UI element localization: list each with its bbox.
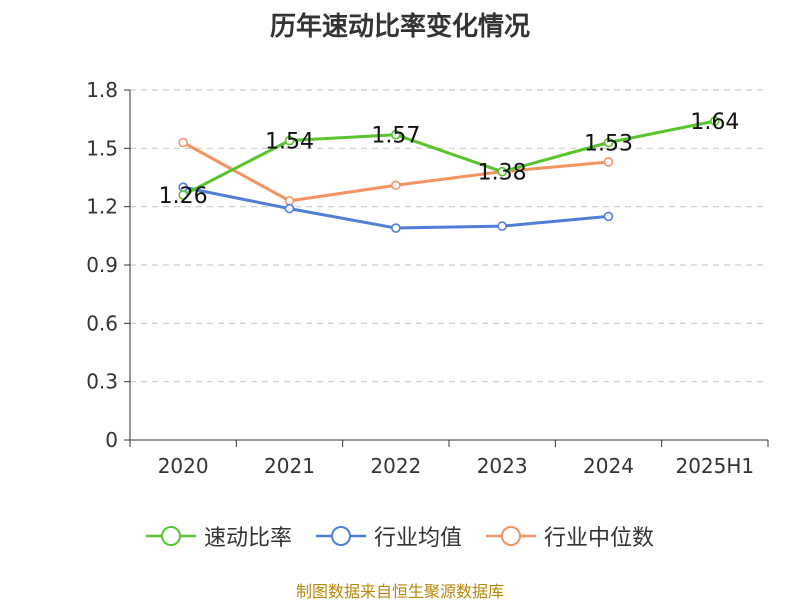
y-tick-label: 0.3 [86, 370, 118, 394]
data-label: 1.57 [371, 124, 420, 149]
legend-item-quick-ratio[interactable]: 速动比率 [145, 520, 292, 552]
legend-swatch-icon [145, 526, 196, 546]
y-tick-label: 0 [105, 428, 118, 452]
data-label: 1.54 [265, 130, 314, 155]
data-point [603, 137, 614, 148]
x-tick-label: 2020 [158, 454, 209, 478]
data-label: 1.38 [478, 161, 527, 186]
x-tick-label: 2024 [583, 454, 634, 478]
data-point [391, 223, 401, 233]
data-point [497, 221, 507, 231]
legend: 速动比率 行业均值 行业中位数 [0, 520, 800, 552]
series-line [182, 119, 716, 197]
data-point [284, 135, 295, 146]
data-point [391, 180, 401, 191]
series-line [182, 185, 609, 230]
x-tick-label: 2021 [264, 454, 315, 478]
legend-swatch-quick-ratio [145, 524, 196, 548]
legend-label-industry-median: 行业中位数 [544, 526, 655, 551]
data-point [284, 203, 295, 214]
chart-title: 历年速动比率变化情况 [269, 12, 530, 42]
legend-swatch-industry-median [486, 524, 536, 548]
data-point [603, 211, 614, 222]
y-tick-label: 0.6 [86, 311, 118, 335]
y-tick-label: 1.5 [86, 136, 118, 160]
data-label: 1.64 [690, 110, 739, 135]
data-point [497, 166, 507, 177]
legend-label-quick-ratio: 速动比率 [203, 526, 292, 551]
source-note: 制图数据来自恒生聚源数据库 [295, 582, 504, 601]
x-tick-label: 2022 [370, 454, 421, 478]
data-label: 1.53 [584, 132, 633, 157]
x-tick-label: 2025H1 [675, 454, 754, 478]
data-point [178, 137, 188, 148]
series-line [182, 141, 609, 203]
y-tick-label: 0.9 [86, 253, 118, 277]
x-tick-label: 2023 [477, 454, 528, 478]
legend-swatch-icon [315, 526, 366, 546]
data-point [391, 129, 401, 140]
legend-swatch-icon [486, 526, 536, 546]
data-point [603, 157, 614, 167]
data-label: 1.26 [159, 184, 208, 209]
legend-item-industry-mean[interactable]: 行业均值 [315, 520, 462, 552]
legend-item-industry-median[interactable]: 行业中位数 [486, 520, 654, 552]
legend-swatch-industry-mean [315, 524, 366, 548]
data-point [710, 116, 720, 126]
legend-label-industry-mean: 行业均值 [373, 526, 462, 551]
y-tick-label: 1.2 [86, 195, 118, 219]
data-point [178, 190, 188, 200]
data-point [284, 196, 295, 206]
y-tick-label: 1.8 [86, 78, 118, 102]
